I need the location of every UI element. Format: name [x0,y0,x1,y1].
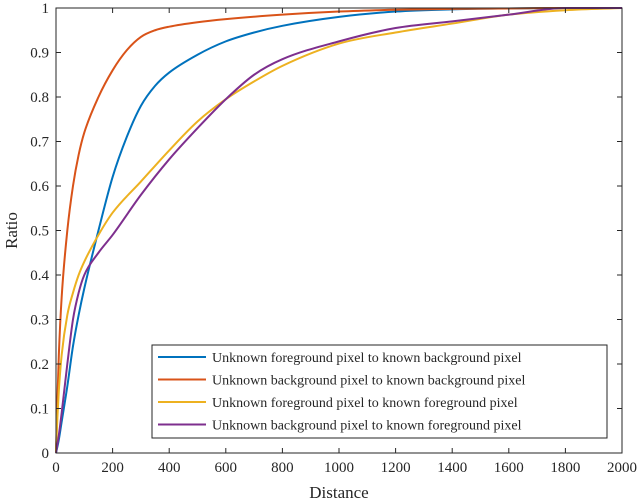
x-tick-label: 0 [52,460,60,476]
x-tick-label: 1200 [381,460,411,476]
series-line-2 [55,6,622,454]
y-tick-label: 0.9 [30,46,49,62]
y-tick-label: 0 [42,446,50,462]
y-tick-label: 0.1 [30,402,49,418]
y-tick-label: 0.3 [30,313,49,329]
y-tick-label: 0.8 [30,90,49,106]
x-tick-label: 400 [158,460,181,476]
legend-label-3: Unknown foreground pixel to known foregr… [212,396,518,411]
series-line-4 [55,6,622,454]
x-tick-label: 1800 [550,460,580,476]
x-tick-label: 200 [101,460,124,476]
x-tick-label: 600 [215,460,238,476]
legend-label-1: Unknown foreground pixel to known backgr… [212,351,522,366]
x-tick-label: 2000 [607,460,637,476]
legend-label-4: Unknown background pixel to known foregr… [212,419,522,434]
x-tick-label: 1600 [494,460,524,476]
series-layer [55,6,623,454]
x-tick-label: 800 [271,460,294,476]
series-line-3 [55,7,623,454]
y-axis-label: Ratio [2,212,21,249]
legend-label-2: Unknown background pixel to known backgr… [212,374,525,389]
legend: Unknown foreground pixel to known backgr… [151,344,608,439]
x-axis-label: Distance [309,483,368,502]
y-tick-label: 0.2 [30,357,49,373]
axes-layer: 0 200 400 600 800 1000 1200 1400 1600 1800 2000 0 0.… [30,1,637,476]
x-tick-label: 1000 [324,460,354,476]
y-tick-label: 0.4 [30,268,49,284]
y-tick-label: 0.6 [30,179,49,195]
y-tick-label: 0.5 [30,224,49,240]
y-tick-label: 1 [42,1,50,17]
legend-box [151,344,608,439]
series-line-1 [55,6,622,454]
y-tick-label: 0.7 [30,135,49,151]
x-tick-label: 1400 [437,460,467,476]
